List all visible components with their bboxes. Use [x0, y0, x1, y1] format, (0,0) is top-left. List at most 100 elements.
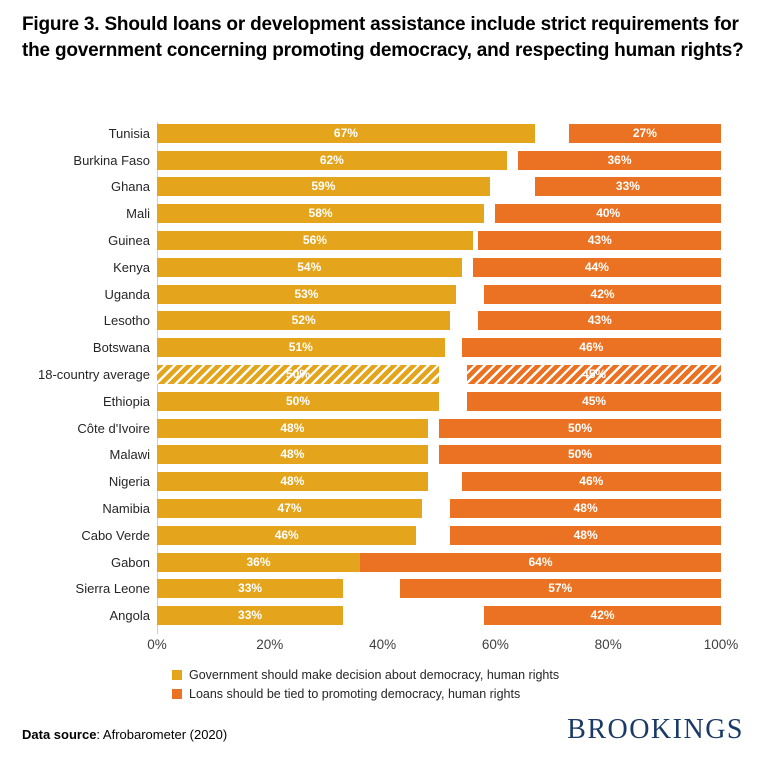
bar-value-label: 33%	[238, 608, 263, 623]
chart-row: Kenya 54% 44%	[0, 254, 768, 281]
chart-rows: Tunisia 67% 27% Burkina Faso 62% 36% Ghana 59% 3…	[0, 120, 768, 629]
bar-value-label: 64%	[528, 554, 553, 569]
bar-value-label: 36%	[607, 152, 632, 167]
row-plot-area: 51% 46%	[157, 338, 721, 358]
data-source-label: Data source	[22, 727, 97, 742]
category-label: Mali	[126, 206, 150, 222]
bar-value-label: 40%	[596, 206, 621, 221]
bar-value-label: 50%	[567, 420, 593, 435]
bar-government: 48%	[157, 445, 428, 465]
bar-value-label: 48%	[573, 527, 598, 542]
bar-value-label: 54%	[297, 259, 322, 274]
chart-row: Botswana 51% 46%	[0, 334, 768, 361]
x-tick-label: 40%	[369, 637, 397, 653]
bar-value-label: 62%	[319, 152, 344, 167]
category-label: Lesotho	[103, 313, 150, 329]
bar-government: 56%	[157, 231, 473, 251]
chart-row: Burkina Faso 62% 36%	[0, 147, 768, 174]
category-label: Ghana	[110, 179, 150, 195]
category-label: Côte d'Ivoire	[77, 420, 150, 436]
bar-loans: 46%	[461, 472, 721, 492]
bar-loans: 44%	[472, 257, 721, 277]
category-label: Sierra Leone	[75, 581, 150, 597]
bar-government: 33%	[157, 579, 344, 599]
bar-government: 59%	[157, 177, 490, 197]
bar-chart: Tunisia 67% 27% Burkina Faso 62% 36% Ghana 59% 3…	[0, 120, 768, 655]
row-plot-area: 46% 48%	[157, 525, 721, 545]
bar-value-label: 48%	[280, 420, 305, 435]
bar-government: 48%	[157, 472, 428, 492]
bar-loans: 36%	[517, 150, 721, 170]
bar-value-label: 43%	[587, 233, 612, 248]
category-label: Uganda	[104, 286, 150, 302]
bar-value-label: 46%	[579, 340, 604, 355]
category-label: Ethiopia	[103, 393, 150, 409]
chart-row: Uganda 53% 42%	[0, 281, 768, 308]
chart-row: Tunisia 67% 27%	[0, 120, 768, 147]
chart-row: Guinea 56% 43%	[0, 227, 768, 254]
bar-value-label: 27%	[632, 125, 657, 140]
bar-loans: 43%	[478, 311, 721, 331]
bar-value-label: 56%	[302, 233, 327, 248]
row-plot-area: 52% 43%	[157, 311, 721, 331]
bar-value-label: 46%	[579, 474, 604, 489]
chart-row: Cabo Verde 46% 48%	[0, 522, 768, 549]
row-plot-area: 48% 50%	[157, 445, 721, 465]
bar-government: 58%	[157, 204, 485, 224]
category-label: Gabon	[110, 554, 150, 570]
bar-loans: 50%	[439, 445, 721, 465]
brookings-logo: BROOKINGS	[567, 714, 744, 745]
bar-government: 36%	[157, 552, 361, 572]
bar-loans: 50%	[439, 418, 721, 438]
row-plot-area: 67% 27%	[157, 123, 721, 143]
row-plot-area: 50% 45%	[157, 391, 721, 411]
chart-row: Mali 58% 40%	[0, 200, 768, 227]
bar-value-label: 46%	[274, 527, 299, 542]
category-label: Namibia	[102, 501, 150, 517]
data-source-text: : Afrobarometer (2020)	[96, 727, 228, 742]
bar-value-label: 47%	[277, 501, 302, 516]
row-plot-area: 53% 42%	[157, 284, 721, 304]
row-plot-area: 33% 57%	[157, 579, 721, 599]
row-plot-area: 56% 43%	[157, 231, 721, 251]
bar-government: 51%	[157, 338, 445, 358]
bar-value-label: 58%	[308, 206, 333, 221]
bar-value-label: 33%	[615, 179, 640, 194]
row-plot-area: 59% 33%	[157, 177, 721, 197]
bar-government: 53%	[157, 284, 456, 304]
bar-loans: 48%	[450, 499, 721, 519]
figure-title: Figure 3. Should loans or development as…	[22, 14, 744, 61]
category-label: Cabo Verde	[81, 527, 150, 543]
x-tick-label: 20%	[256, 637, 284, 653]
bar-loans: 43%	[478, 231, 721, 251]
row-plot-area: 33% 42%	[157, 606, 721, 626]
row-plot-area: 58% 40%	[157, 204, 721, 224]
chart-row: Angola 33% 42%	[0, 602, 768, 629]
bar-value-label: 36%	[246, 554, 271, 569]
chart-row: Lesotho 52% 43%	[0, 308, 768, 335]
chart-legend: Government should make decision about de…	[172, 668, 559, 706]
legend-label-government: Government should make decision about de…	[189, 668, 560, 682]
legend-label-loans: Loans should be tied to promoting democr…	[189, 687, 521, 701]
bar-value-label: 51%	[288, 340, 313, 355]
bar-value-label: 57%	[548, 581, 573, 596]
legend-swatch-loans-icon	[172, 689, 182, 699]
category-label: Botswana	[92, 340, 150, 356]
bar-government: 46%	[157, 525, 417, 545]
bar-loans: 64%	[360, 552, 721, 572]
bar-government: 52%	[157, 311, 451, 331]
x-axis: 0% 20% 40% 60% 80% 100%	[147, 637, 738, 655]
x-tick-label: 100%	[703, 637, 739, 653]
bar-government: 33%	[157, 606, 344, 626]
category-label: Angola	[109, 608, 150, 624]
category-label: Tunisia	[108, 125, 150, 141]
legend-swatch-government-icon	[172, 670, 182, 680]
bar-loans: 45%	[467, 391, 721, 411]
row-plot-area: 54% 44%	[157, 257, 721, 277]
data-source-note: Data source: Afrobarometer (2020)	[22, 727, 227, 742]
category-label: Burkina Faso	[73, 152, 150, 168]
chart-row: Côte d'Ivoire 48% 50%	[0, 415, 768, 442]
bar-value-label: 42%	[590, 608, 615, 623]
x-tick-label: 60%	[481, 637, 509, 653]
